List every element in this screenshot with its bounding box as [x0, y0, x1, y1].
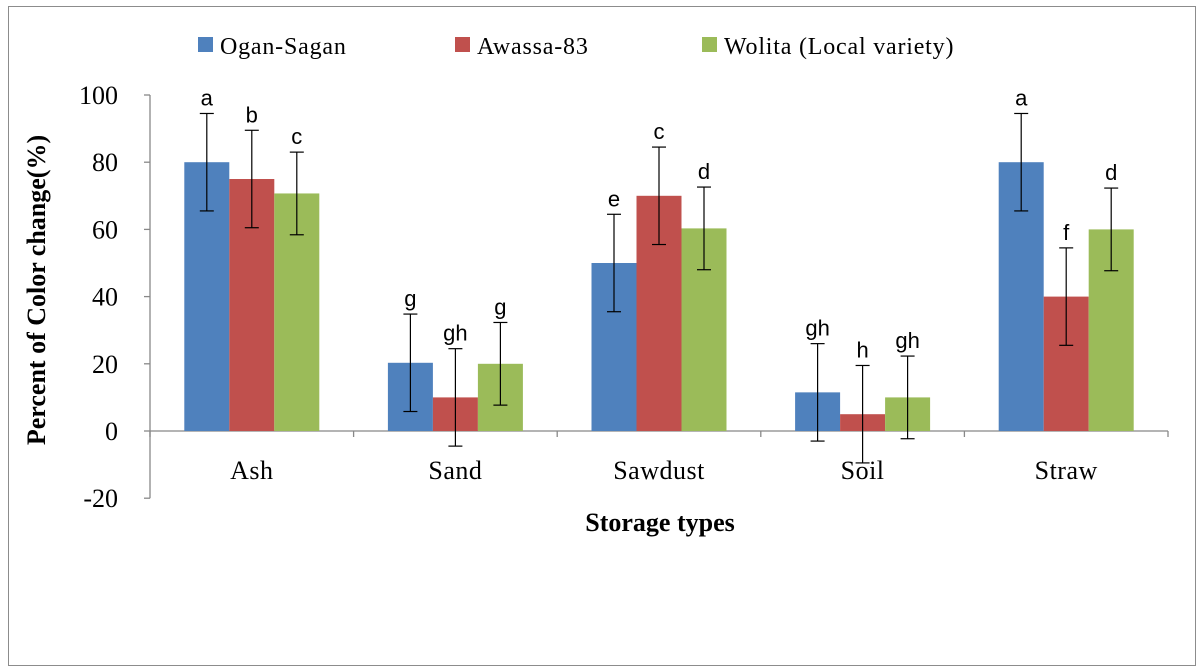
significance-letter: b: [246, 102, 258, 127]
significance-letter: h: [856, 337, 868, 362]
significance-letter: gh: [805, 316, 829, 341]
legend-swatch-1: [455, 37, 470, 52]
significance-letter: c: [654, 119, 665, 144]
y-tick-label: 40: [92, 283, 118, 312]
significance-letter: g: [494, 294, 506, 319]
x-tick-label-straw: Straw: [1035, 456, 1098, 485]
x-tick-label-sand: Sand: [428, 456, 482, 485]
y-tick-label: 80: [92, 148, 118, 177]
significance-letters: a g e gh a b gh c h f c g d gh d: [201, 85, 1118, 362]
y-tick-label: 60: [92, 215, 118, 244]
significance-letter: a: [1015, 85, 1028, 110]
significance-letter: c: [291, 124, 302, 149]
legend-label-2: Wolita (Local variety): [724, 34, 954, 60]
y-tick-label: -20: [83, 484, 118, 513]
y-tick-label: 0: [105, 417, 118, 446]
significance-letter: g: [404, 286, 416, 311]
legend-swatch-2: [702, 37, 717, 52]
error-bars: [199, 112, 1119, 464]
significance-letter: d: [698, 159, 710, 184]
significance-letter: d: [1105, 160, 1117, 185]
significance-letter: gh: [443, 321, 467, 346]
x-tick-label-ash: Ash: [230, 456, 273, 485]
significance-letter: gh: [895, 328, 919, 353]
y-axis-label: Percent of Color change(%): [22, 135, 51, 445]
legend: Ogan-Sagan Awassa-83 Wolita (Local variety…: [198, 34, 954, 60]
legend-label-0: Ogan-Sagan: [220, 34, 347, 60]
significance-letter: f: [1063, 220, 1070, 245]
legend-swatch-0: [198, 37, 213, 52]
x-axis-label: Storage types: [585, 508, 734, 537]
legend-label-1: Awassa-83: [477, 34, 589, 60]
y-tick-label: 100: [79, 81, 118, 110]
significance-letter: a: [201, 85, 214, 110]
y-tick-label: 20: [92, 350, 118, 379]
significance-letter: e: [608, 186, 620, 211]
x-tick-label-sawdust: Sawdust: [613, 456, 705, 485]
